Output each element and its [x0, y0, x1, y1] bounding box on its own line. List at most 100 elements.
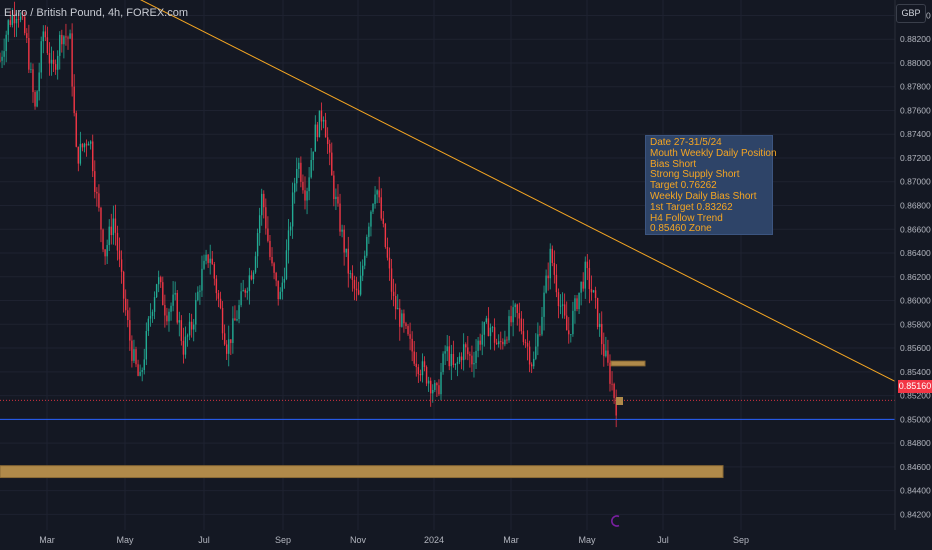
price-tick-label: 0.84400 — [900, 486, 931, 496]
candle-body — [489, 327, 492, 337]
candle-body — [112, 218, 115, 236]
price-tick-label: 0.85200 — [900, 391, 931, 401]
candle-body — [355, 288, 358, 291]
candle-body — [73, 86, 75, 114]
price-axis[interactable]: 0.884000.882000.880000.878000.876000.874… — [894, 0, 932, 550]
time-tick-label: Jul — [198, 535, 210, 545]
candle-body — [432, 389, 434, 394]
candle-body — [203, 260, 205, 269]
candle-body — [298, 162, 300, 169]
candle-body — [67, 37, 69, 39]
candle-body — [166, 315, 168, 322]
candle-body — [345, 248, 347, 253]
candle-body — [378, 190, 380, 198]
candle-body — [516, 304, 518, 314]
candle-body — [116, 232, 119, 251]
candle-body — [460, 356, 463, 361]
candle-body — [52, 59, 55, 65]
time-tick-label: May — [116, 535, 134, 545]
candle-body — [493, 327, 496, 343]
candle-body — [580, 281, 582, 293]
candle-body — [293, 183, 296, 193]
candle-body — [209, 258, 211, 263]
candle-body — [458, 356, 461, 362]
candle-body — [145, 330, 148, 360]
candle-body — [454, 363, 457, 366]
candle-body — [308, 177, 310, 192]
candle-body — [296, 168, 298, 184]
candle-body — [291, 192, 294, 227]
candle-body — [341, 229, 343, 232]
candle-body — [405, 323, 407, 327]
candle-body — [331, 152, 333, 176]
candle-body — [312, 151, 314, 160]
candle-body — [24, 16, 26, 34]
candle-body — [302, 181, 304, 191]
drawings-layer[interactable] — [0, 0, 896, 479]
candle-body — [343, 229, 345, 253]
analysis-note[interactable]: Date 27-31/5/24 Mouth Weekly Daily Positi… — [645, 135, 777, 235]
candle-body — [281, 282, 284, 292]
candle-body — [69, 33, 71, 39]
candle-body — [596, 297, 599, 327]
candle-body — [199, 290, 201, 292]
time-tick-label: Jul — [657, 535, 669, 545]
candle-body — [106, 245, 108, 257]
candle-body — [75, 113, 77, 147]
candle-body — [427, 380, 430, 384]
candle-body — [172, 294, 174, 306]
candle-body — [263, 193, 265, 208]
candle-body — [151, 311, 154, 316]
price-tick-label: 0.87800 — [900, 82, 931, 92]
candle-body — [324, 119, 327, 138]
candle-body — [184, 336, 187, 355]
currency-button[interactable]: GBP — [896, 4, 926, 23]
note-line: Weekly Daily Bias Short — [650, 190, 757, 202]
candle-body — [143, 359, 145, 371]
candle-body — [141, 370, 143, 372]
candle-body — [615, 397, 617, 416]
candle-body — [15, 18, 18, 24]
candle-body — [21, 16, 24, 18]
candle-body — [528, 346, 531, 365]
note-line: 1st Target 0.83262 — [650, 201, 733, 213]
candle-body — [234, 318, 236, 321]
candle-body — [592, 290, 595, 293]
candle-body — [207, 254, 209, 263]
candle-body — [63, 36, 65, 45]
candle-body — [157, 277, 160, 285]
candle-body — [448, 346, 450, 367]
candle-body — [205, 254, 207, 261]
candle-body — [512, 307, 514, 323]
candle-body — [242, 290, 244, 292]
candle-body — [477, 340, 479, 351]
candle-body — [0, 60, 1, 62]
candle-body — [230, 339, 232, 344]
candle-body — [316, 124, 319, 138]
candle-body — [26, 33, 28, 39]
candle-body — [399, 308, 401, 327]
price-tick-label: 0.88200 — [900, 34, 931, 44]
candle-body — [17, 18, 20, 20]
candle-body — [265, 207, 267, 229]
candle-body — [537, 334, 539, 347]
candle-body — [114, 218, 117, 233]
candle-body — [570, 334, 572, 335]
candle-body — [568, 330, 570, 335]
candle-body — [366, 236, 368, 256]
price-tick-label: 0.87600 — [900, 105, 931, 115]
candle-body — [471, 355, 473, 365]
time-axis[interactable]: Mar May Jul Sep Nov 2024 Mar May Jul Sep — [0, 530, 932, 550]
candle-body — [539, 334, 541, 336]
candle-body — [54, 64, 57, 70]
candle-body — [215, 278, 218, 294]
price-tick-label: 0.87000 — [900, 177, 931, 187]
symbol-title: Euro / British Pound, 4h, FOREX.com — [4, 7, 189, 19]
candle-body — [450, 353, 453, 367]
candle-body — [401, 313, 403, 327]
candle-body — [572, 310, 574, 335]
candle-body — [180, 320, 183, 341]
candle-body — [195, 300, 197, 325]
candle-body — [232, 318, 234, 344]
